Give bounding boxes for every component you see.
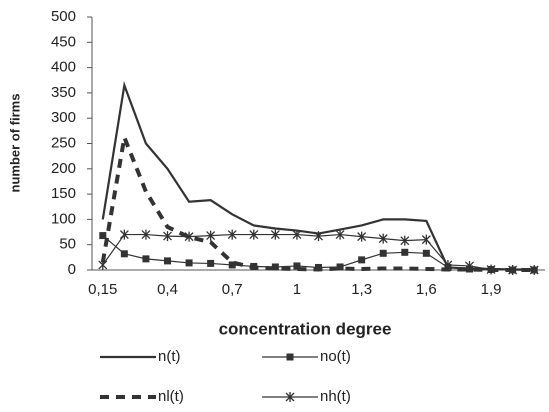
point-marker (228, 261, 236, 269)
y-tick-label: 100 (51, 210, 76, 227)
point-marker (358, 256, 366, 264)
point-marker (357, 231, 367, 242)
point-marker (270, 229, 280, 240)
point-marker (508, 265, 518, 275)
point-marker (465, 260, 474, 271)
x-tick-label: 0,7 (222, 281, 243, 298)
y-tick-label: 450 (51, 33, 76, 50)
x-tick-label: 1,9 (481, 281, 502, 298)
y-tick-label: 0 (68, 261, 76, 278)
y-tick-label: 50 (59, 236, 76, 253)
point-marker (227, 229, 237, 240)
point-marker (421, 234, 431, 245)
x-tick-label: 1 (293, 281, 301, 298)
y-tick-label: 500 (51, 8, 76, 25)
point-marker (207, 259, 215, 267)
point-marker (99, 232, 107, 240)
legend-marker (286, 353, 294, 361)
point-marker (529, 265, 539, 275)
point-marker (378, 233, 388, 244)
y-axis-title: number of firms (7, 94, 22, 193)
point-marker (119, 229, 129, 240)
point-marker (185, 259, 193, 267)
point-marker (271, 263, 279, 271)
point-marker (163, 231, 172, 242)
point-marker (142, 255, 150, 263)
point-marker (315, 263, 322, 271)
point-marker (292, 229, 302, 240)
legend-label: n(t) (158, 348, 181, 365)
x-tick-label: 0,4 (157, 281, 178, 298)
y-tick-label: 200 (51, 160, 76, 177)
y-tick-label: 350 (51, 84, 76, 101)
point-marker (206, 230, 216, 241)
x-tick-label: 1,3 (351, 281, 372, 298)
point-marker (379, 249, 387, 257)
y-tick-label: 150 (51, 185, 76, 202)
y-tick-label: 400 (51, 59, 76, 76)
point-marker (314, 231, 323, 242)
legend-label: nl(t) (158, 388, 184, 405)
point-marker (293, 262, 301, 270)
legend-marker (285, 392, 295, 402)
point-marker (98, 259, 108, 270)
point-marker (336, 263, 344, 271)
legend-label: nh(t) (320, 388, 351, 405)
point-marker (120, 250, 128, 258)
point-marker (249, 229, 259, 240)
x-tick-label: 1,6 (416, 281, 437, 298)
series-line (100, 130, 535, 272)
y-tick-label: 300 (51, 109, 76, 126)
x-tick-label: 0,15 (88, 281, 117, 298)
point-marker (141, 229, 151, 240)
point-marker (486, 264, 496, 275)
point-marker (422, 249, 430, 257)
series-line (101, 81, 535, 271)
point-marker (401, 248, 409, 256)
point-marker (184, 231, 194, 242)
point-marker (400, 235, 410, 246)
y-tick-label: 250 (51, 134, 76, 151)
point-marker (443, 259, 453, 270)
x-axis-title: concentration degree (219, 319, 392, 338)
point-marker (335, 229, 345, 240)
legend-label: no(t) (320, 348, 351, 365)
point-marker (164, 257, 171, 265)
